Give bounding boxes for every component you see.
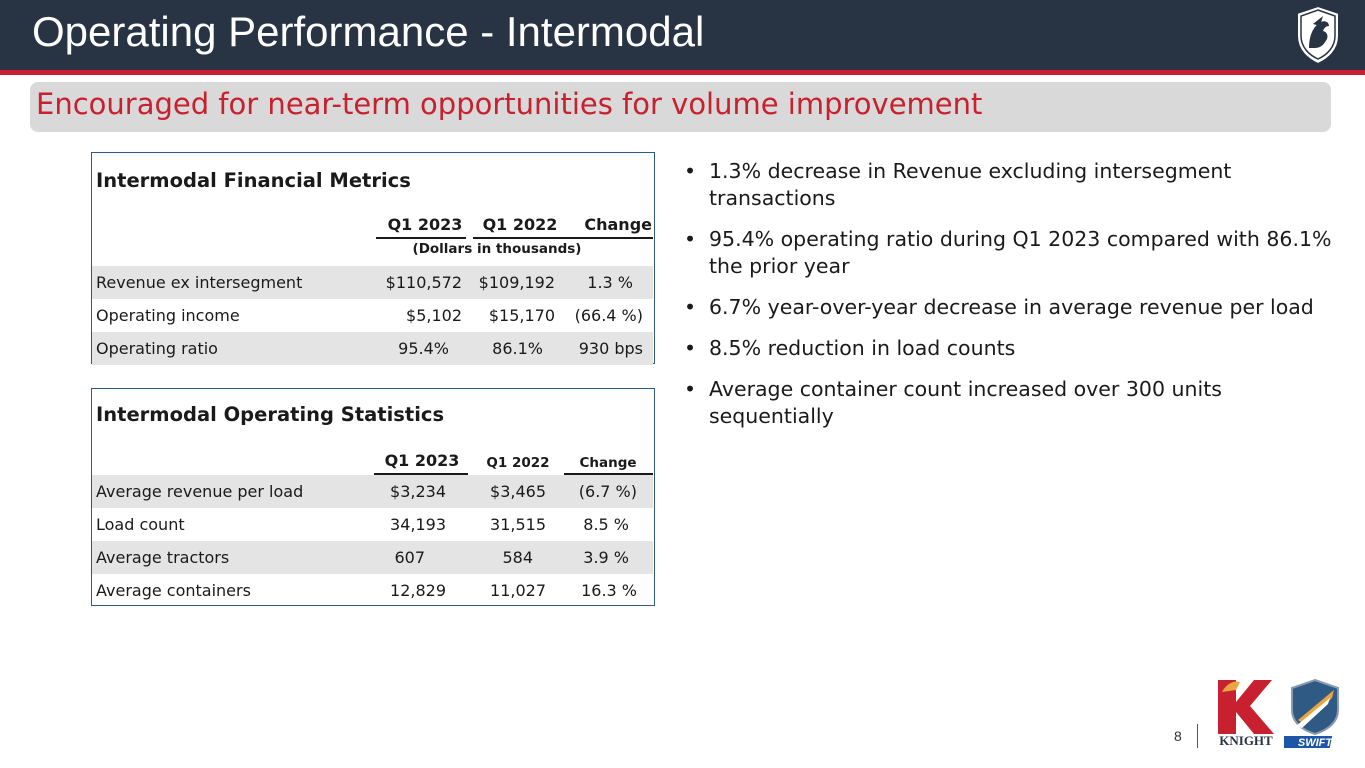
bullet-item: • 1.3% decrease in Revenue excluding inte… bbox=[684, 159, 1232, 210]
bullet-item: • 95.4% operating ratio during Q1 2023 co… bbox=[684, 227, 1332, 278]
column-underline bbox=[564, 473, 653, 475]
column-header-change: Change bbox=[579, 455, 637, 471]
cell-q1-2022: $109,192 bbox=[478, 273, 555, 292]
cell-q1-2022: 31,515 bbox=[490, 515, 546, 534]
cell-q1-2023: $3,234 bbox=[390, 482, 446, 501]
table-row: Average revenue per load $3,234 $3,465 (… bbox=[92, 475, 653, 508]
cell-q1-2022: 86.1% bbox=[492, 339, 543, 358]
column-header-q1-2023: Q1 2023 bbox=[384, 451, 460, 470]
column-underline bbox=[473, 237, 565, 239]
bullet-list: • 1.3% decrease in Revenue excluding inte… bbox=[684, 158, 1334, 444]
operating-statistics-panel: Intermodal Operating Statistics Q1 2023 … bbox=[91, 388, 655, 606]
cell-change: (6.7 %) bbox=[578, 482, 637, 501]
row-label: Revenue ex intersegment bbox=[96, 273, 303, 292]
column-header-q1-2023: Q1 2023 bbox=[387, 215, 463, 234]
column-underline bbox=[376, 237, 466, 239]
table-row: Revenue ex intersegment $110,572 $109,19… bbox=[92, 266, 653, 299]
bullet-item: • 6.7% year-over-year decrease in average… bbox=[684, 295, 1314, 319]
header-accent-line bbox=[0, 70, 1365, 75]
subtitle-bar bbox=[30, 82, 1331, 132]
column-underline bbox=[374, 473, 468, 475]
operating-statistics-title: Intermodal Operating Statistics bbox=[96, 403, 445, 426]
svg-text:SWIFT: SWIFT bbox=[1298, 737, 1333, 748]
crest-icon bbox=[1296, 4, 1340, 66]
units-note: (Dollars in thousands) bbox=[412, 241, 582, 257]
cell-change: 8.5 % bbox=[583, 515, 629, 534]
knight-logo-icon: KNIGHT bbox=[1218, 680, 1274, 748]
cell-change: 930 bps bbox=[578, 339, 643, 358]
column-header-change: Change bbox=[584, 215, 652, 234]
row-label: Average containers bbox=[96, 581, 251, 600]
table-row: Average tractors 607 584 3.9 % bbox=[92, 541, 653, 574]
cell-change: 1.3 % bbox=[587, 273, 633, 292]
table-row: Load count 34,193 31,515 8.5 % bbox=[92, 508, 653, 541]
page-subtitle: Encouraged for near-term opportunities f… bbox=[36, 87, 983, 121]
cell-q1-2022: 11,027 bbox=[490, 581, 546, 600]
financial-metrics-panel: Intermodal Financial Metrics Q1 2023 Q1 … bbox=[91, 152, 655, 365]
row-label: Load count bbox=[96, 515, 185, 534]
row-label: Operating ratio bbox=[96, 339, 218, 358]
cell-q1-2023: $110,572 bbox=[385, 273, 462, 292]
table-row: Operating ratio 95.4% 86.1% 930 bps bbox=[92, 332, 653, 365]
page-number: 8 bbox=[1174, 728, 1182, 744]
cell-q1-2023: 95.4% bbox=[398, 339, 449, 358]
financial-metrics-title: Intermodal Financial Metrics bbox=[96, 169, 411, 192]
table-row: Operating income $5,102 $15,170 (66.4 %) bbox=[92, 299, 653, 332]
bullet-item: • Average container count increased over … bbox=[684, 377, 1222, 428]
table-row: Average containers 12,829 11,027 16.3 % bbox=[92, 574, 653, 607]
cell-q1-2023: 607 bbox=[394, 548, 425, 567]
cell-change: 3.9 % bbox=[583, 548, 629, 567]
column-header-q1-2022: Q1 2022 bbox=[482, 215, 558, 234]
cell-q1-2023: 12,829 bbox=[390, 581, 446, 600]
row-label: Operating income bbox=[96, 306, 240, 325]
swift-logo-icon: SWIFT bbox=[1284, 678, 1339, 748]
column-underline bbox=[564, 237, 653, 239]
cell-change: (66.4 %) bbox=[574, 306, 643, 325]
cell-q1-2022: 584 bbox=[502, 548, 533, 567]
svg-text:KNIGHT: KNIGHT bbox=[1219, 733, 1273, 748]
footer-divider bbox=[1197, 724, 1198, 748]
row-label: Average tractors bbox=[96, 548, 230, 567]
page-title: Operating Performance - Intermodal bbox=[32, 8, 705, 55]
row-label: Average revenue per load bbox=[96, 482, 304, 501]
cell-q1-2023: $5,102 bbox=[406, 306, 462, 325]
cell-q1-2023: 34,193 bbox=[390, 515, 446, 534]
column-header-q1-2022: Q1 2022 bbox=[486, 455, 550, 471]
cell-change: 16.3 % bbox=[581, 581, 637, 600]
cell-q1-2022: $3,465 bbox=[490, 482, 546, 501]
bullet-item: • 8.5% reduction in load counts bbox=[684, 336, 1016, 360]
cell-q1-2022: $15,170 bbox=[488, 306, 555, 325]
header-bar bbox=[0, 0, 1365, 70]
